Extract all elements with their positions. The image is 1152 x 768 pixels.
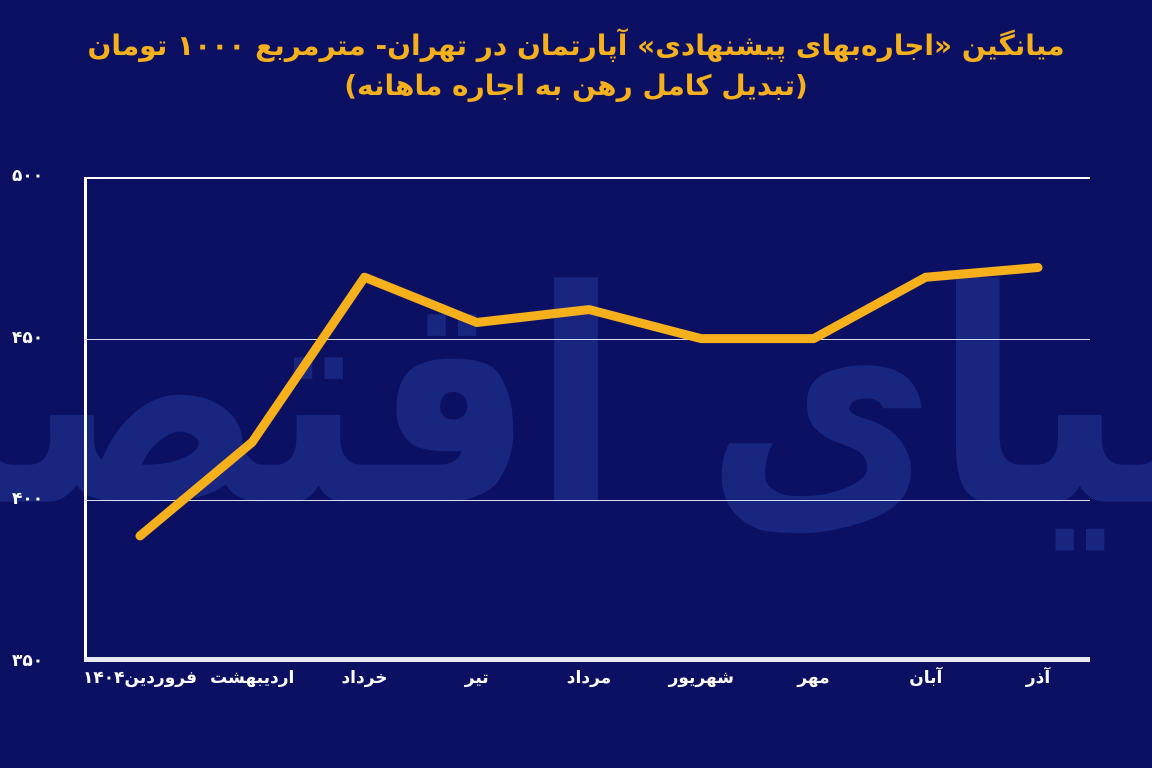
y-tick-450: ۴۵۰ [12,327,44,348]
line-series [135,263,1043,541]
chart-title-line-2: (تبدیل کامل رهن به اجاره ماهانه) [344,68,808,102]
x-tick-5: شهریور [668,668,734,688]
x-tick-6: مهر [797,668,830,688]
x-tick-8: آذر [1025,668,1051,688]
x-tick-0: فروردین۱۴۰۴ [83,668,197,688]
gridline-400 [84,500,1090,502]
y-tick-400: ۴۰۰ [12,489,44,510]
x-tick-7: آبان [909,668,943,688]
y-tick-350: ۳۵۰ [12,651,44,671]
series-polyline [135,263,1043,541]
x-tick-2: خرداد [341,668,388,688]
y-tick-500: ۵۰۰ [12,166,44,186]
gridline-500 [84,177,1090,179]
gridline-450 [84,338,1090,340]
chart-title-block: میانگین «اجاره‌بهای پیشنهادی» آپارتمان د… [0,26,1152,106]
plot-area [84,177,1090,662]
x-tick-1: اردیبهشت [210,668,295,688]
x-tick-3: تیر [464,668,489,688]
chart-title-line-1: میانگین «اجاره‌بهای پیشنهادی» آپارتمان د… [87,29,1065,62]
y-axis-line [84,177,87,662]
x-tick-4: مرداد [566,668,612,688]
x-axis-line [84,657,1090,662]
x-axis-tick-labels: فروردین۱۴۰۴ اردیبهشت خرداد تیر مرداد شهریور مه… [83,668,1090,728]
